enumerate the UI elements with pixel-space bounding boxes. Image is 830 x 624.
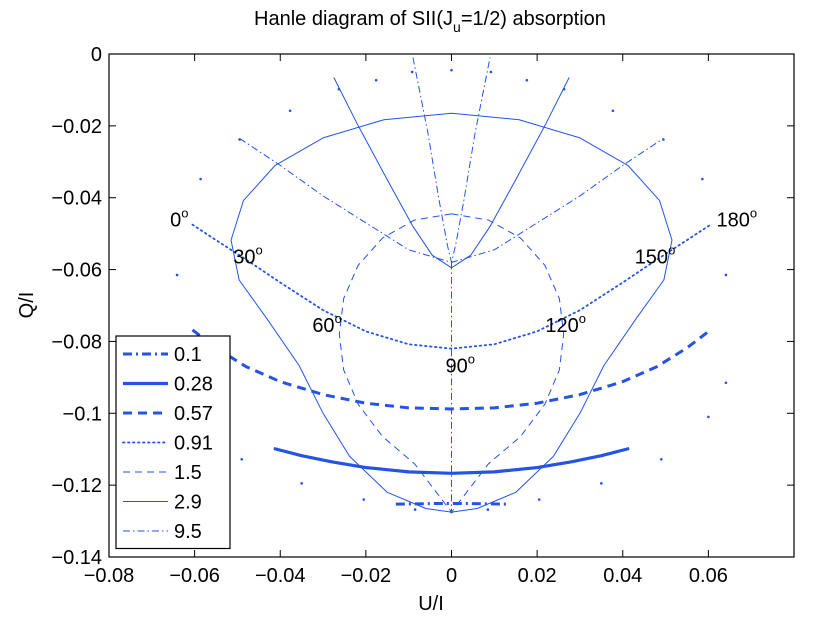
angle-label: 90o [446,352,475,378]
mesh-point [489,70,493,74]
series-line-0-28 [273,446,630,475]
mesh-point [300,482,303,485]
title-subscript: u [453,19,461,35]
angle-label: 180o [717,206,758,232]
mesh-point [724,381,728,385]
series-line-0-1 [395,501,508,506]
angle-label: 30o [233,243,262,269]
y-tick-label: −0.08 [51,331,102,353]
x-tick-label: −0.02 [341,565,392,587]
x-tick-label: 0.04 [603,565,642,587]
y-tick-label: −0.14 [51,547,102,569]
mesh-point [562,87,566,91]
mesh-point [707,415,710,419]
y-tick-label: −0.02 [51,116,102,138]
mesh-point [413,508,417,511]
mesh-point [175,273,179,277]
angle-label: 0o [170,206,188,232]
mesh-point [486,508,490,511]
chart-title: Hanle diagram of SII(Ju=1/2) absorption [254,8,606,35]
title-suffix: =1/2) absorption [461,8,606,30]
mesh-point [362,498,366,501]
x-tick-label: −0.06 [169,565,220,587]
y-tick-label: 0 [91,44,102,66]
x-axis-label: U/I [418,593,444,615]
legend-label: 9.5 [174,521,202,543]
angle-label: 60o [312,311,341,337]
y-tick-label: −0.1 [63,403,102,425]
mesh-point [701,177,704,181]
x-tick-label: −0.08 [84,565,135,587]
mesh-point [337,87,341,91]
angle-annotations: 0o 30o 60o 90o 120o 150o 180o [170,206,757,378]
mesh-point [662,138,665,141]
angle-label: 120o [545,311,586,337]
mesh-point [374,78,378,82]
mesh-point [199,177,202,181]
series-line-0-91 [191,223,712,350]
mesh-point [450,68,453,72]
mesh-point [611,109,615,113]
legend-label: 0.57 [174,403,213,425]
mesh-point [537,498,541,501]
x-tick-label: 0.06 [689,565,728,587]
legend-label: 0.1 [174,344,202,366]
series-layer [175,57,728,514]
mesh-point [600,482,603,485]
mesh-point [238,138,241,141]
mesh-point [288,109,292,113]
y-tick-label: −0.04 [51,188,102,210]
mesh-point [240,457,244,461]
x-tick-label: 0.02 [518,565,557,587]
mesh-point [659,457,663,461]
mesh-point [410,70,414,74]
y-axis-label: Q/I [16,292,38,319]
angle-label: 150o [635,243,676,269]
legend-label: 0.91 [174,433,213,455]
title-prefix: Hanle diagram of SII(J [254,8,453,30]
mesh-point [724,273,728,277]
legend: 0.1 0.28 0.57 0.91 1.5 2.9 9.5 [115,335,231,550]
mesh-point [525,78,529,82]
ticks-layer: −0.08 −0.06 −0.04 −0.02 0 0.02 0.04 0.06 0 −0.02 −… [51,44,794,587]
legend-label: 0.28 [174,374,213,396]
x-tick-label: −0.04 [255,565,306,587]
x-tick-label: 0 [446,565,457,587]
y-tick-label: −0.06 [51,260,102,282]
y-tick-label: −0.12 [51,475,102,497]
legend-label: 1.5 [174,462,202,484]
legend-label: 2.9 [174,492,202,514]
